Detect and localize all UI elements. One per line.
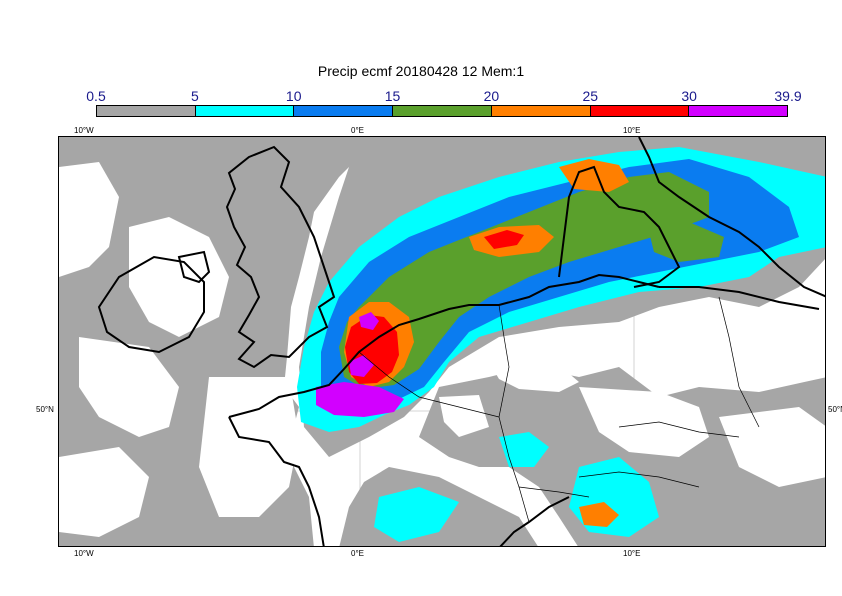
precip-layer-magenta [316, 312, 404, 417]
border-fr-be [358, 351, 500, 418]
coast-scandinavia [638, 137, 825, 298]
dry-patch-7 [579, 387, 709, 457]
left-tick-50n: 50°N [36, 405, 54, 414]
dry-patch-9 [439, 395, 489, 437]
precip-layer-green [339, 172, 724, 389]
colorbar-segment [590, 106, 690, 116]
border-ch [518, 486, 590, 498]
dry-patch-6 [489, 352, 579, 392]
border-de-at [578, 471, 700, 488]
colorbar-segment [294, 106, 394, 116]
colorbar-segment [393, 106, 492, 116]
precipitation-map [58, 136, 826, 547]
cyan-south-3 [374, 487, 459, 542]
right-tick-50n: 50°N [828, 405, 842, 414]
orange-alps [579, 502, 619, 527]
colorbar-segment [195, 106, 295, 116]
coast-brittany [228, 416, 325, 546]
gray-central-europe [419, 367, 825, 546]
colorbar-label: 39.9 [774, 88, 802, 104]
colorbar-segment [97, 106, 196, 116]
coast-ireland [97, 255, 205, 354]
dry-patch-5 [59, 447, 149, 537]
dry-patch-3 [79, 337, 179, 437]
red-north-sea [484, 230, 524, 249]
coast-denmark [558, 165, 681, 288]
orange-denmark [559, 159, 629, 192]
top-tick-10e: 10°E [623, 126, 641, 135]
colorbar-segment [491, 106, 591, 116]
border-de-pl [718, 296, 760, 428]
colorbar-segment [689, 106, 788, 116]
magenta-center [349, 355, 374, 377]
magenta-south [316, 382, 404, 417]
colorbar-label: 30 [681, 88, 697, 104]
map-svg [59, 137, 825, 546]
border-de-fr [498, 416, 530, 523]
coast-great-britain [225, 145, 336, 369]
dry-patch-4 [199, 377, 299, 517]
coast-baltic [659, 286, 820, 310]
chart-title: Precip ecmf 20180428 12 Mem:1 [317, 63, 525, 79]
colorbar-label: 15 [384, 88, 401, 104]
colorbar-label: 20 [483, 88, 500, 104]
coast-northern-ireland [177, 250, 211, 284]
green-main-band [339, 172, 709, 389]
colorbar-label: 5 [190, 88, 199, 104]
bottom-tick-0e: 0°E [351, 549, 364, 558]
colorbar-label: 25 [582, 88, 599, 104]
borders [358, 296, 760, 523]
coastlines [97, 137, 825, 546]
cyan-south-1 [499, 432, 549, 467]
bottom-tick-10e: 10°E [623, 549, 641, 558]
magenta-north [359, 312, 379, 330]
dry-patch-1 [59, 162, 119, 277]
top-tick-10w: 10°W [74, 126, 94, 135]
colorbar [96, 105, 788, 117]
colorbar-label: 0.5 [86, 88, 106, 104]
border-de-nl [498, 304, 510, 418]
top-tick-0e: 0°E [351, 126, 364, 135]
dry-patch-8 [719, 407, 825, 487]
green-east-blob [649, 222, 724, 262]
bottom-tick-10w: 10°W [74, 549, 94, 558]
colorbar-label: 10 [285, 88, 302, 104]
coast-continent [228, 273, 660, 418]
border-de-cz [618, 421, 740, 438]
